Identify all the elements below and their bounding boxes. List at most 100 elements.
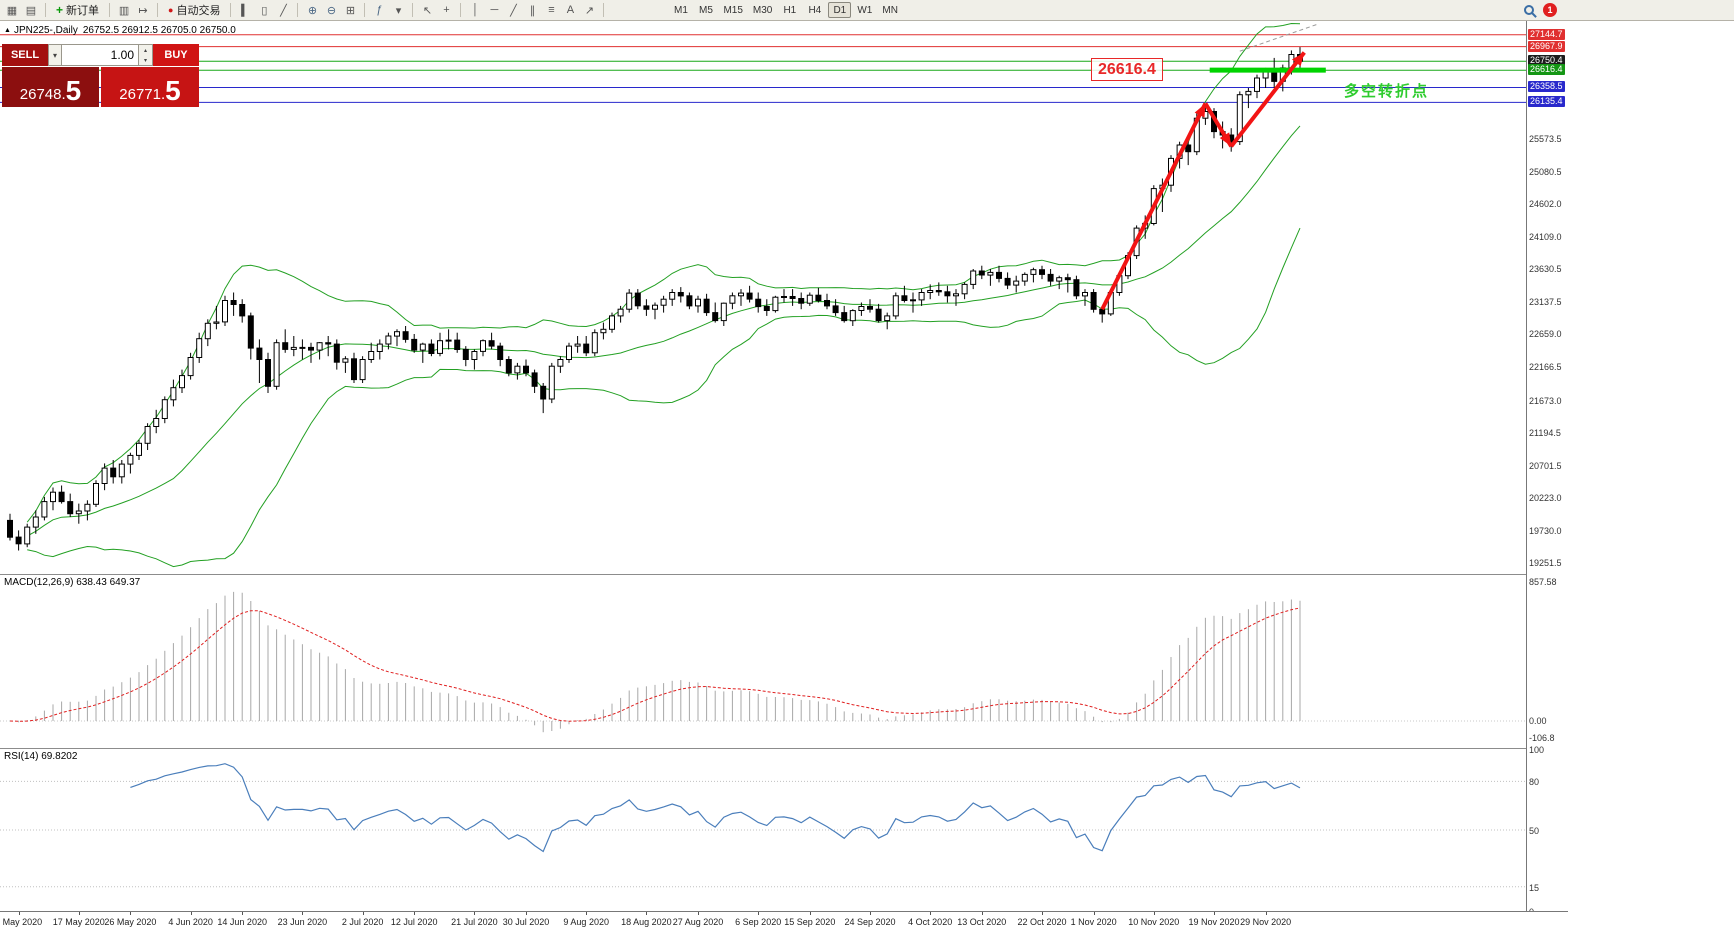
timeframe-button-d1[interactable]: D1 (828, 2, 852, 18)
pane-splitter[interactable] (0, 574, 1568, 575)
buy-button[interactable]: BUY (153, 44, 199, 66)
axis-label: 24109.0 (1529, 232, 1562, 243)
date-tick-label: 10 Nov 2020 (1128, 917, 1180, 927)
timeframe-button-m30[interactable]: M30 (752, 4, 773, 16)
search-icon[interactable] (1524, 5, 1534, 15)
axis-label: 26967.9 (1528, 40, 1565, 52)
axis-label: 50 (1529, 826, 1540, 836)
timeframe-button-m1[interactable]: M1 (674, 4, 688, 16)
line-chart-icon[interactable]: ╱ (280, 4, 287, 17)
axis-label: 100 (1529, 745, 1545, 755)
rsi-pane[interactable] (0, 749, 1526, 911)
macd-indicator-label: MACD(12,26,9) 638.43 649.37 (4, 577, 141, 588)
main-chart[interactable] (0, 21, 1526, 574)
stepper-up-icon[interactable]: ▴ (143, 47, 147, 54)
bar-chart-icon[interactable]: ▍ (241, 4, 250, 17)
date-tick-label: 7 May 2020 (0, 917, 43, 927)
volume-input[interactable] (62, 44, 139, 66)
new-order-button[interactable]: + 新订单 (51, 2, 104, 19)
new-order-label: 新订单 (66, 5, 100, 17)
date-tick-label: 27 Aug 2020 (672, 917, 724, 927)
sell-button[interactable]: SELL (2, 44, 48, 66)
autotrading-label: 自动交易 (176, 5, 221, 17)
vertical-line-icon[interactable]: │ (472, 4, 479, 16)
macd-pane[interactable] (0, 575, 1526, 747)
axis-label: 80 (1529, 777, 1540, 788)
price-annotation-box[interactable]: 26616.4 (1091, 58, 1163, 81)
date-tick-label: 18 Aug 2020 (621, 917, 672, 927)
timeframe-button-mn[interactable]: MN (882, 4, 898, 16)
zoom-out-icon[interactable]: ⊖ (326, 4, 337, 17)
rsi-indicator-label: RSI(14) 69.8202 (4, 751, 78, 762)
axis-label: 26358.5 (1528, 81, 1565, 93)
autotrading-button[interactable]: ● 自动交易 (163, 2, 225, 19)
ohlc-values: 26752.5 26912.5 26705.0 26750.0 (82, 25, 236, 36)
channel-icon[interactable]: ∥ (529, 4, 536, 17)
buy-price-big: 5 (165, 75, 181, 106)
axis-label: 25080.5 (1529, 167, 1562, 178)
price-axis[interactable]: 25573.5 25080.5 24602.0 24109.0 23630.5 23137… (1526, 21, 1568, 917)
axis-label: 26750.4 (1528, 55, 1565, 67)
one-click-trading-panel: SELL ▾ ▴ ▾ BUY 26748.5 26771.5 (2, 44, 199, 107)
axis-label: 21673.0 (1529, 395, 1562, 406)
axis-label: 19730.0 (1529, 525, 1562, 536)
axis-label: 15 (1529, 882, 1540, 893)
timeframe-group: M1 M5 M15 M30 H1 H4 D1 W1 MN (669, 2, 901, 18)
date-tick-label: 15 Sep 2020 (784, 917, 836, 927)
order-type-dropdown[interactable]: ▾ (48, 44, 62, 66)
axis-label: 20701.5 (1529, 460, 1562, 471)
date-tick-label: 29 Nov 2020 (1240, 917, 1292, 927)
axis-label: 25573.5 (1529, 134, 1562, 145)
timeframe-button-h1[interactable]: H1 (783, 4, 797, 16)
date-tick-label: 26 May 2020 (104, 917, 157, 927)
date-tick-label: 4 Oct 2020 (908, 917, 953, 927)
candlestick-chart-icon[interactable]: ▯ (261, 4, 268, 17)
chart-profiles-icon[interactable]: ▤ (25, 4, 37, 17)
tile-windows-icon[interactable]: ⊞ (345, 4, 356, 17)
toolbar: ▦ ▤ + 新订单 ▥ ↦ ● 自动交易 ▍ ▯ ╱ ⊕ ⊖ ⊞ ƒ ▾ ↖ +… (0, 0, 1734, 21)
trendline-icon[interactable]: ╱ (510, 4, 517, 17)
timeframe-button-w1[interactable]: W1 (857, 4, 873, 16)
buy-price-small: 26771. (119, 86, 166, 103)
date-tick-label: 30 Jul 2020 (502, 917, 550, 927)
autotrading-status-icon: ● (168, 5, 174, 15)
indicators-icon[interactable]: ƒ (376, 4, 383, 16)
date-tick-label: 12 Jul 2020 (390, 917, 438, 927)
horizontal-line-icon[interactable]: ─ (490, 4, 499, 16)
indicators-dropdown-icon[interactable]: ▾ (395, 4, 402, 17)
date-tick-label: 1 Nov 2020 (1070, 917, 1117, 927)
new-chart-icon[interactable]: ▦ (6, 4, 18, 17)
date-tick-label: 23 Jun 2020 (277, 917, 328, 927)
chevron-down-icon: ▾ (52, 50, 57, 60)
date-tick-label: 13 Oct 2020 (957, 917, 1007, 927)
crosshair-icon[interactable]: + (443, 4, 450, 16)
turning-point-label[interactable]: 多空转折点 (1344, 83, 1430, 100)
text-tool-icon[interactable]: A (566, 4, 575, 16)
axis-label: 20223.0 (1529, 492, 1562, 503)
date-tick-label: 17 May 2020 (52, 917, 105, 927)
collapse-triangle-icon: ▲ (4, 27, 11, 34)
new-order-plus-icon: + (56, 3, 64, 17)
date-tick-label: 9 Aug 2020 (563, 917, 609, 927)
date-tick-label: 4 Jun 2020 (168, 917, 213, 927)
stepper-down-icon[interactable]: ▾ (143, 57, 147, 64)
axis-label: 27144.7 (1528, 28, 1565, 40)
volume-stepper[interactable]: ▴ ▾ (139, 44, 153, 66)
notification-badge[interactable]: 1 (1543, 3, 1557, 17)
zoom-in-icon[interactable]: ⊕ (307, 4, 318, 17)
timeframe-button-h4[interactable]: H4 (808, 4, 822, 16)
pane-splitter[interactable] (0, 748, 1568, 749)
autoscroll-icon[interactable]: ↦ (138, 4, 148, 17)
cursor-icon[interactable]: ↖ (422, 4, 433, 17)
fibonacci-icon[interactable]: ≡ (548, 4, 555, 16)
axis-label: 19251.5 (1529, 557, 1562, 568)
axis-label: 0.00 (1529, 716, 1547, 727)
sell-price[interactable]: 26748. 5 (2, 67, 99, 107)
chart-shift-icon[interactable]: ▥ (118, 4, 130, 17)
date-tick-label: 22 Oct 2020 (1017, 917, 1067, 927)
timeframe-button-m15[interactable]: M15 (723, 4, 743, 16)
timeframe-button-m5[interactable]: M5 (699, 4, 713, 16)
arrows-tool-icon[interactable]: ↗ (584, 4, 595, 17)
buy-price[interactable]: 26771. 5 (101, 67, 199, 107)
